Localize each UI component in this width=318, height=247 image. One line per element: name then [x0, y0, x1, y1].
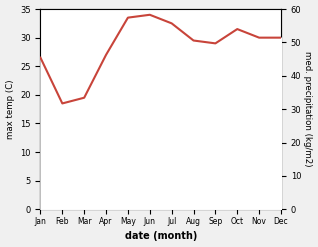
- Y-axis label: med. precipitation (kg/m2): med. precipitation (kg/m2): [303, 51, 313, 167]
- X-axis label: date (month): date (month): [125, 231, 197, 242]
- Y-axis label: max temp (C): max temp (C): [5, 79, 15, 139]
